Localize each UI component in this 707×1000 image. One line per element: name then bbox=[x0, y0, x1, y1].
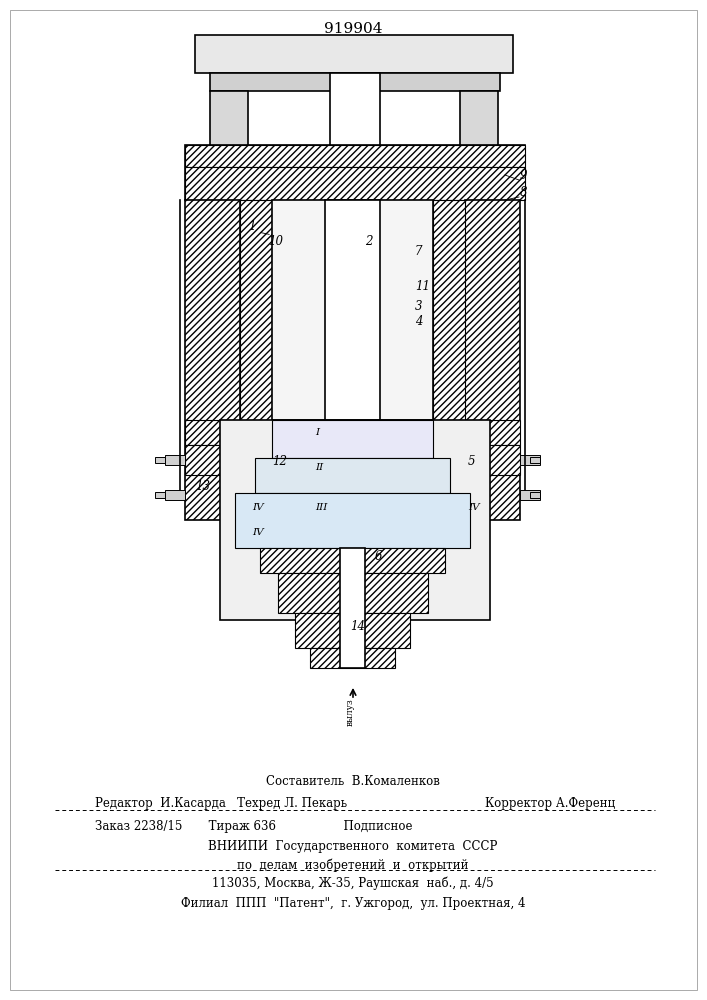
Bar bbox=[235, 493, 470, 548]
Text: 12: 12 bbox=[272, 455, 287, 468]
Text: 3: 3 bbox=[415, 300, 423, 313]
Polygon shape bbox=[195, 160, 330, 200]
Bar bbox=[465, 445, 520, 475]
Bar bbox=[165, 455, 185, 465]
Bar bbox=[460, 91, 498, 186]
Bar bbox=[210, 73, 500, 91]
Text: 10: 10 bbox=[268, 235, 283, 248]
Bar bbox=[210, 91, 248, 186]
Text: Корректор А.Ференц: Корректор А.Ференц bbox=[485, 797, 615, 810]
Text: 5: 5 bbox=[468, 455, 476, 468]
Bar bbox=[165, 490, 185, 500]
Bar bbox=[155, 492, 165, 498]
Text: 13: 13 bbox=[195, 480, 210, 493]
Text: IV: IV bbox=[252, 503, 264, 512]
Bar bbox=[185, 200, 240, 520]
Bar bbox=[272, 420, 433, 458]
Bar bbox=[530, 492, 540, 498]
Text: 2: 2 bbox=[365, 235, 373, 248]
Bar bbox=[185, 145, 525, 167]
Text: Заказ 2238/15       Тираж 636                  Подписное: Заказ 2238/15 Тираж 636 Подписное bbox=[95, 820, 412, 833]
Bar bbox=[278, 573, 428, 613]
Text: 113035, Москва, Ж-35, Раушская  наб., д. 4/5: 113035, Москва, Ж-35, Раушская наб., д. … bbox=[212, 876, 493, 890]
Text: 1: 1 bbox=[248, 220, 255, 233]
Text: 8: 8 bbox=[520, 186, 527, 199]
Text: Составитель  В.Комаленков: Составитель В.Комаленков bbox=[266, 775, 440, 788]
Text: II: II bbox=[315, 463, 323, 472]
Bar bbox=[272, 200, 433, 420]
Text: вылуз: вылуз bbox=[346, 698, 354, 726]
Text: 4: 4 bbox=[415, 315, 423, 328]
Bar bbox=[465, 200, 520, 520]
Text: по  делам  изобретений  и  открытий: по делам изобретений и открытий bbox=[238, 858, 469, 871]
Text: IV: IV bbox=[468, 503, 479, 512]
Polygon shape bbox=[380, 160, 510, 200]
Text: 6: 6 bbox=[375, 550, 382, 563]
Bar bbox=[433, 200, 465, 420]
Bar bbox=[310, 648, 395, 668]
Text: Филиал  ППП  "Патент",  г. Ужгород,  ул. Проектная, 4: Филиал ППП "Патент", г. Ужгород, ул. Про… bbox=[181, 897, 525, 910]
Bar bbox=[530, 457, 540, 463]
Bar bbox=[185, 420, 240, 445]
Text: III: III bbox=[315, 503, 327, 512]
Text: 7: 7 bbox=[415, 245, 423, 258]
Text: IV: IV bbox=[252, 528, 264, 537]
Bar bbox=[520, 455, 540, 465]
Text: I: I bbox=[315, 428, 319, 437]
Text: Редактор  И.Касарда   Техред Л. Пекарь: Редактор И.Касарда Техред Л. Пекарь bbox=[95, 797, 347, 810]
Bar bbox=[195, 35, 513, 73]
Bar bbox=[465, 420, 520, 445]
Text: 919904: 919904 bbox=[324, 22, 382, 36]
Bar bbox=[155, 457, 165, 463]
Text: 9: 9 bbox=[520, 169, 527, 182]
Polygon shape bbox=[195, 145, 330, 160]
Bar bbox=[340, 548, 365, 668]
Polygon shape bbox=[380, 145, 510, 200]
Bar bbox=[325, 200, 380, 420]
Bar bbox=[295, 613, 410, 648]
Text: 14: 14 bbox=[350, 620, 365, 633]
Bar bbox=[185, 167, 525, 200]
Bar bbox=[185, 445, 240, 475]
Bar bbox=[255, 458, 450, 493]
Bar bbox=[330, 73, 380, 233]
Bar bbox=[220, 420, 490, 620]
Text: ВНИИПИ  Государственного  комитета  СССР: ВНИИПИ Государственного комитета СССР bbox=[209, 840, 498, 853]
Bar bbox=[240, 200, 272, 420]
Text: 11: 11 bbox=[415, 280, 430, 293]
Bar bbox=[520, 490, 540, 500]
Bar bbox=[260, 548, 445, 573]
Bar bbox=[185, 145, 525, 200]
